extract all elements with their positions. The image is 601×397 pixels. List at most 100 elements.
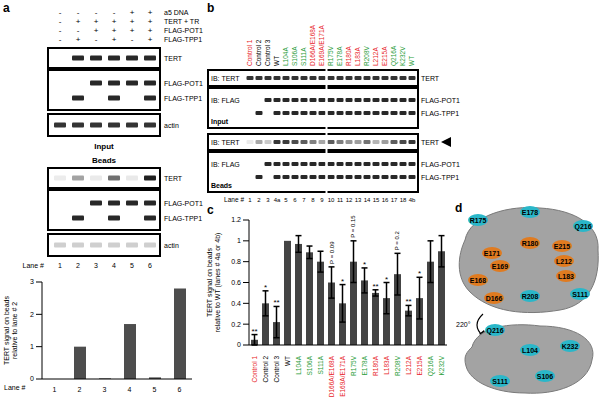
svg-text:7: 7 — [302, 197, 306, 203]
svg-text:**: ** — [372, 282, 378, 291]
svg-text:R180A: R180A — [345, 45, 352, 66]
svg-text:E169A/E171A: E169A/E171A — [339, 355, 346, 397]
svg-text:Control 1: Control 1 — [246, 39, 253, 66]
svg-text:L183A: L183A — [354, 47, 361, 66]
svg-text:-: - — [77, 8, 80, 17]
svg-text:3: 3 — [30, 278, 34, 285]
svg-text:1.2: 1.2 — [231, 216, 241, 223]
svg-text:R208V: R208V — [394, 355, 401, 376]
svg-text:-: - — [113, 8, 116, 17]
svg-text:R180A: R180A — [372, 355, 379, 376]
svg-text:D166: D166 — [486, 295, 503, 302]
svg-text:Input: Input — [211, 118, 229, 126]
svg-text:3: 3 — [103, 386, 107, 393]
svg-text:TERT: TERT — [421, 139, 440, 146]
svg-text:K232V: K232V — [438, 355, 445, 375]
svg-text:L104A: L104A — [282, 47, 289, 66]
svg-text:+: + — [94, 26, 99, 35]
svg-text:E168: E168 — [470, 277, 486, 284]
svg-text:L183A: L183A — [383, 355, 390, 374]
svg-text:Control 1: Control 1 — [251, 356, 258, 383]
svg-text:Beads: Beads — [92, 156, 117, 165]
svg-text:TERT: TERT — [164, 55, 183, 62]
svg-text:1: 1 — [58, 262, 62, 269]
svg-text:Control 3: Control 3 — [273, 356, 280, 383]
svg-text:FLAG-TPP1: FLAG-TPP1 — [164, 215, 202, 222]
svg-text:IB: TERT: IB: TERT — [211, 75, 240, 82]
svg-text:WT: WT — [273, 56, 280, 66]
svg-text:TERT signal on beadsrelative t: TERT signal on beadsrelative to lane # 2 — [3, 296, 18, 366]
svg-text:Q216: Q216 — [574, 223, 591, 231]
svg-text:*: * — [264, 283, 267, 292]
svg-text:4a: 4a — [274, 197, 281, 203]
svg-text:4b: 4b — [409, 197, 416, 203]
svg-text:11: 11 — [337, 197, 344, 203]
svg-text:S111A: S111A — [300, 47, 307, 66]
svg-text:IB: TERT: IB: TERT — [211, 139, 240, 146]
svg-text:IB: FLAG: IB: FLAG — [211, 97, 240, 104]
svg-text:4: 4 — [128, 386, 132, 393]
svg-text:c: c — [207, 203, 214, 217]
svg-text:IB: FLAG: IB: FLAG — [211, 161, 240, 168]
svg-text:FLAG-TPP1: FLAG-TPP1 — [164, 95, 202, 102]
svg-text:D166A/E168A: D166A/E168A — [309, 24, 316, 66]
svg-text:Input: Input — [94, 142, 114, 151]
svg-text:L212A: L212A — [405, 355, 412, 374]
svg-text:Q216A: Q216A — [390, 45, 398, 66]
svg-text:FLAG-TPP1: FLAG-TPP1 — [421, 110, 459, 117]
svg-text:+: + — [112, 17, 117, 26]
svg-text:E215A: E215A — [381, 46, 388, 66]
svg-text:+: + — [130, 17, 135, 26]
svg-text:+: + — [130, 26, 135, 35]
svg-text:+: + — [130, 8, 135, 17]
svg-text:E178A: E178A — [361, 355, 368, 375]
svg-text:FLAG-POT1: FLAG-POT1 — [164, 80, 203, 87]
svg-text:P = 0.09: P = 0.09 — [329, 241, 335, 264]
svg-text:Control 2: Control 2 — [255, 39, 262, 66]
svg-text:Control 2: Control 2 — [262, 356, 269, 383]
svg-text:-: - — [59, 8, 62, 17]
svg-text:+: + — [76, 35, 81, 44]
svg-text:1: 1 — [53, 386, 57, 393]
svg-text:FLAG-POT1: FLAG-POT1 — [421, 161, 460, 168]
svg-text:220°: 220° — [456, 321, 471, 328]
svg-text:TERT + TR: TERT + TR — [164, 18, 199, 25]
svg-text:R208: R208 — [522, 293, 539, 300]
svg-text:E215: E215 — [554, 243, 570, 250]
svg-text:actin: actin — [164, 242, 179, 249]
svg-text:FLAG-TPP1: FLAG-TPP1 — [421, 174, 459, 181]
svg-text:TERT: TERT — [164, 175, 183, 182]
svg-text:5: 5 — [153, 386, 157, 393]
svg-text:FLAG-POT1: FLAG-POT1 — [421, 97, 460, 104]
svg-text:**: ** — [405, 297, 411, 306]
svg-text:**: ** — [273, 298, 279, 307]
svg-text:**: ** — [251, 327, 257, 336]
svg-text:S111: S111 — [492, 378, 508, 385]
svg-text:*: * — [385, 275, 388, 284]
svg-text:6: 6 — [148, 262, 152, 269]
svg-text:E169A/E171A: E169A/E171A — [318, 24, 325, 66]
svg-text:16: 16 — [382, 197, 389, 203]
svg-text:FLAG-POT1: FLAG-POT1 — [164, 200, 203, 207]
svg-text:-: - — [131, 35, 134, 44]
svg-text:R175V: R175V — [327, 45, 334, 66]
svg-text:actin: actin — [164, 122, 179, 129]
svg-text:+: + — [94, 17, 99, 26]
svg-text:0.6: 0.6 — [231, 279, 241, 286]
svg-text:13: 13 — [355, 197, 362, 203]
svg-text:18: 18 — [400, 197, 407, 203]
svg-text:Q216: Q216 — [486, 327, 503, 335]
svg-text:TERT signal on beadsrelative t: TERT signal on beadsrelative to WT (lane… — [206, 233, 222, 333]
svg-text:*: * — [363, 260, 366, 269]
svg-text:5: 5 — [130, 262, 134, 269]
svg-text:-: - — [59, 17, 62, 26]
svg-text:0: 0 — [30, 375, 34, 382]
svg-text:Lane #: Lane # — [23, 262, 45, 269]
svg-text:-: - — [95, 8, 98, 17]
svg-text:3: 3 — [94, 262, 98, 269]
svg-text:S111A: S111A — [317, 355, 324, 374]
svg-text:R180: R180 — [522, 240, 539, 247]
svg-text:L183: L183 — [558, 273, 574, 280]
svg-text:K232: K232 — [562, 343, 579, 350]
svg-text:L212A: L212A — [372, 47, 379, 66]
